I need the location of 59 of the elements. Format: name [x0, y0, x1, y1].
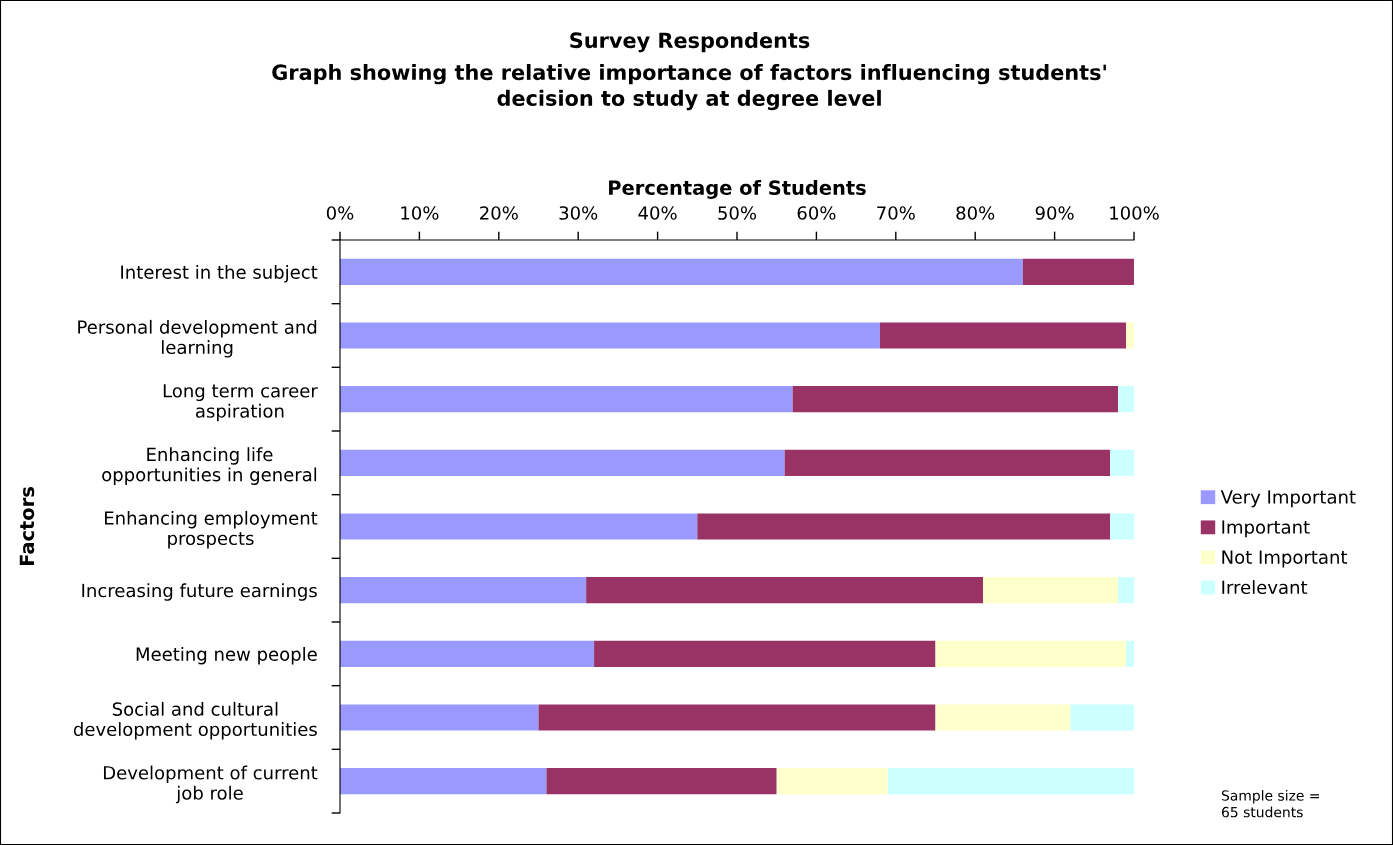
- x-axis-title: Percentage of Students: [609, 179, 866, 199]
- bar: [1022, 258, 1134, 285]
- x-tick-label: 30%: [559, 206, 598, 220]
- bar: [935, 704, 1071, 731]
- bar: [594, 640, 936, 667]
- x-tick-label: 20%: [480, 206, 518, 220]
- y-tick-label: Long term career aspiration: [163, 384, 318, 422]
- bar: [879, 322, 1127, 349]
- y-tick-label: Social and cultural development opportunities: [73, 701, 317, 740]
- bar: [697, 513, 1111, 540]
- legend-label: Important: [1222, 520, 1310, 538]
- legend-label: Irrelevant: [1222, 580, 1308, 595]
- bar: [340, 513, 698, 540]
- bar: [776, 768, 888, 795]
- x-tick-label: 70%: [877, 206, 915, 220]
- text: Sample size = 65 students: [1221, 790, 1319, 818]
- y-axis-title: Factors: [19, 487, 35, 566]
- x-tick-label: 100%: [1110, 206, 1159, 220]
- legend-label: Very Important: [1220, 490, 1356, 508]
- bar: [340, 640, 595, 667]
- bar: [340, 704, 539, 731]
- bar: [935, 640, 1127, 667]
- x-tick-label: 90%: [1035, 206, 1074, 220]
- bar: [1110, 449, 1134, 476]
- y-tick-label: Interest in the subject: [121, 264, 318, 283]
- bar: [1126, 640, 1134, 667]
- x-tick-label: 10%: [401, 206, 439, 220]
- chart-subtitle: Graph showing the relative importance of factors influencing students' decision to study at degree level: [272, 64, 1106, 111]
- x-tick-label: 40%: [638, 206, 677, 220]
- bar: [538, 704, 936, 731]
- legend-label: Not Important: [1222, 550, 1348, 568]
- bar: [546, 768, 777, 795]
- bar: [340, 768, 547, 795]
- y-tick-label: Development of current job role: [103, 765, 318, 804]
- y-tick-label: Meeting new people: [136, 646, 317, 665]
- bar: [340, 322, 880, 349]
- bar: [983, 577, 1119, 604]
- y-tick-label: Increasing future earnings: [82, 583, 317, 601]
- x-tick-label: 60%: [797, 206, 836, 220]
- bar: [1070, 704, 1134, 731]
- bar: [586, 577, 984, 604]
- x-tick-label: 80%: [956, 206, 995, 220]
- bar: [340, 258, 1023, 285]
- bar: [1110, 513, 1134, 540]
- bar: [1118, 386, 1134, 413]
- bar: [340, 577, 587, 604]
- y-tick-label: Enhancing life opportunities in general: [102, 447, 317, 485]
- bar: [1126, 322, 1134, 349]
- bar: [1118, 577, 1134, 604]
- bar: [340, 449, 785, 476]
- y-tick-label: Enhancing employment prospects: [105, 510, 318, 549]
- chart-title: Survey Respondents: [570, 32, 810, 53]
- bar: [792, 386, 1119, 413]
- x-tick-label: 50%: [718, 206, 757, 220]
- bar: [887, 768, 1134, 795]
- x-tick-label: 0%: [326, 206, 354, 220]
- y-tick-label: Personal development and learning: [78, 319, 317, 358]
- bar: [340, 386, 793, 413]
- bar: [784, 449, 1111, 476]
